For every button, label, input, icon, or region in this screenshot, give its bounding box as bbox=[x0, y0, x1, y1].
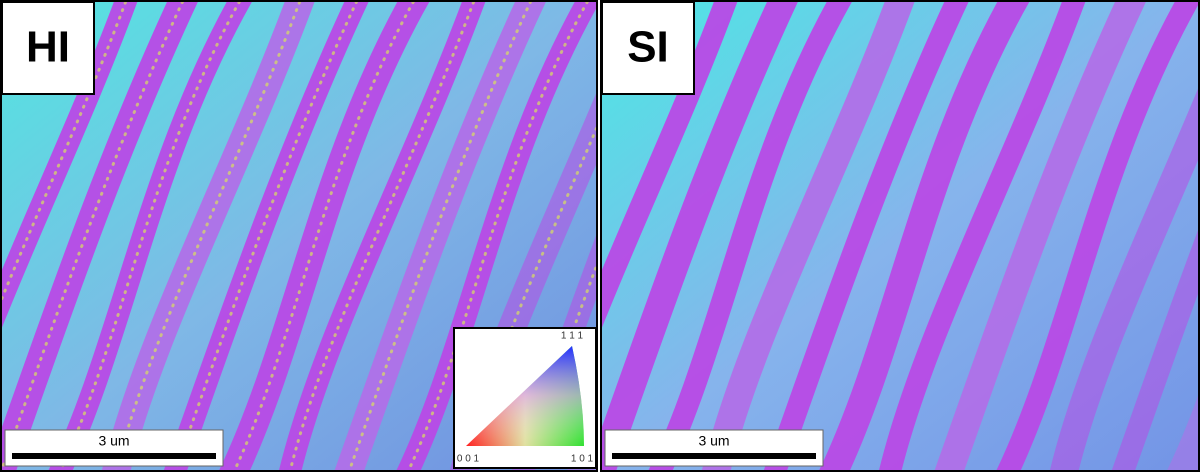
scale-bar bbox=[12, 453, 216, 459]
label-box bbox=[601, 1, 695, 95]
scale-bar bbox=[612, 453, 816, 459]
label-box bbox=[1, 1, 95, 95]
hi-map bbox=[2, 2, 596, 470]
domain-stripe bbox=[1111, 230, 1198, 470]
scale-bar-label: 3 um bbox=[698, 433, 729, 449]
scale-bar-label: 3 um bbox=[98, 433, 129, 449]
domain-stripe bbox=[602, 2, 738, 328]
noise-speckle bbox=[114, 2, 302, 470]
domain-stripe bbox=[1050, 88, 1198, 470]
noise-speckle bbox=[2, 2, 185, 470]
noise-speckle bbox=[407, 2, 590, 470]
domain-stripe bbox=[934, 2, 1146, 470]
domain-stripe bbox=[648, 2, 852, 470]
legend-label: 1 1 1 bbox=[561, 331, 584, 342]
ipf-legend: 1 1 1 0 0 1 1 0 1 bbox=[453, 327, 597, 469]
domain-stripe bbox=[879, 2, 1086, 470]
noise-speckle bbox=[462, 125, 596, 470]
noise-speckle bbox=[347, 2, 533, 470]
scale-bar-box bbox=[4, 429, 224, 467]
domain-stripe bbox=[996, 2, 1198, 470]
domain-stripe bbox=[702, 2, 915, 470]
noise-speckle bbox=[288, 2, 476, 470]
panel-label: SI bbox=[627, 23, 669, 72]
noise-speckle bbox=[233, 2, 416, 470]
noise-speckle bbox=[59, 2, 242, 470]
noise-speckle bbox=[2, 2, 128, 303]
noise-speckle bbox=[173, 2, 359, 470]
legend-label: 1 0 1 bbox=[571, 454, 594, 465]
panel-label: HI bbox=[26, 23, 70, 72]
domain-stripe bbox=[763, 2, 969, 470]
legend-label: 0 0 1 bbox=[457, 454, 480, 465]
panel-border bbox=[600, 0, 1200, 472]
domain-stripe bbox=[819, 2, 1030, 470]
domain-stripe bbox=[602, 2, 798, 470]
panel-border bbox=[0, 0, 598, 472]
si-map bbox=[602, 2, 1198, 470]
scale-bar-box bbox=[604, 429, 824, 467]
